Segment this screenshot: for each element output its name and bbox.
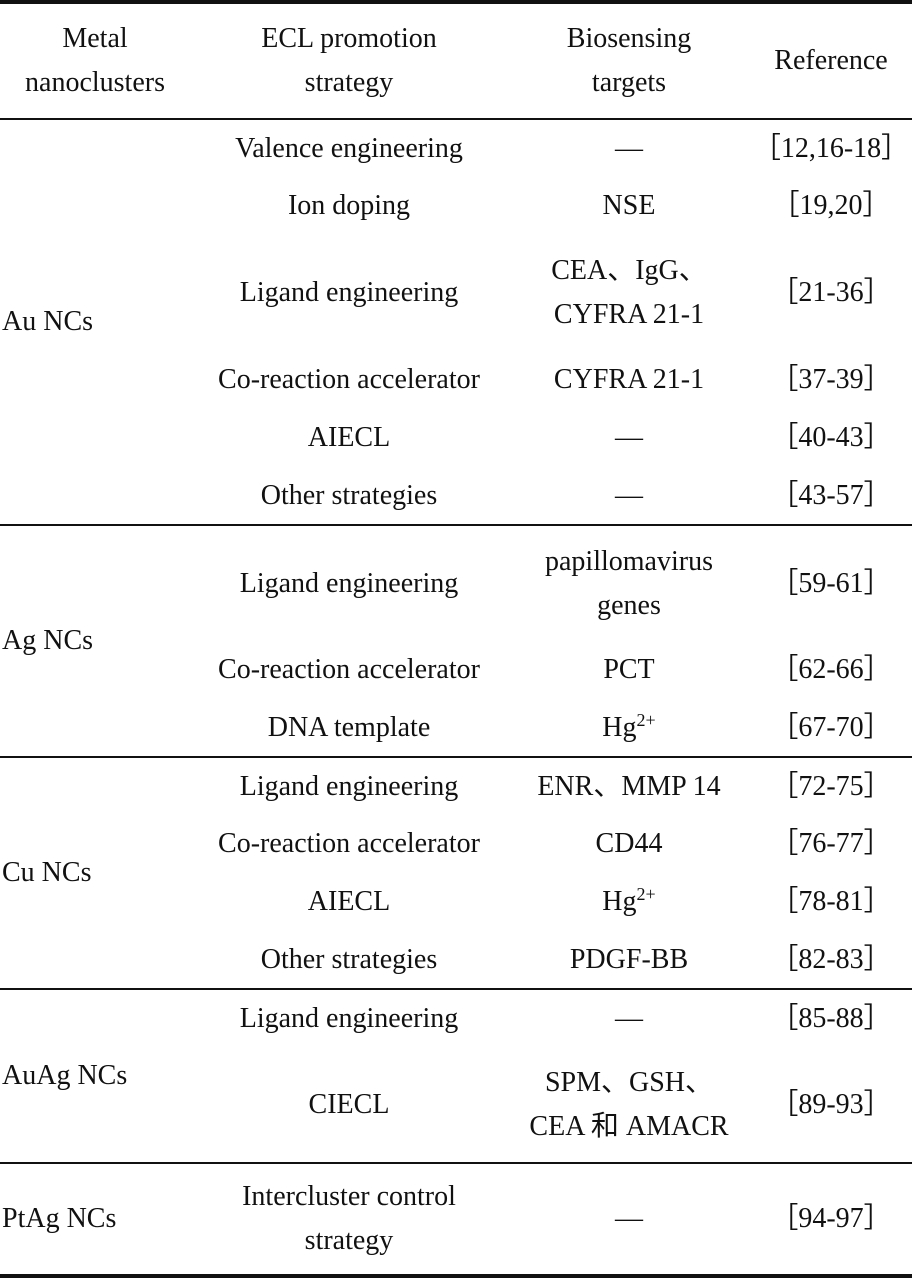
table-row: Ligand engineering CEA、IgG、CYFRA 21-1 ［2… — [0, 235, 912, 351]
target-cell: Hg2+ — [508, 873, 750, 931]
table-row: Co-reaction accelerator PCT ［62-66］ — [0, 641, 912, 699]
reference-cell: ［59-61］ — [770, 567, 892, 599]
reference-cell: ［43-57］ — [770, 479, 892, 511]
table-row: AIECL — ［40-43］ — [0, 409, 912, 467]
target-base: Hg — [602, 711, 637, 743]
target-cell: SPM、GSH、CEA 和 AMACR — [529, 1066, 729, 1142]
table-row: Co-reaction accelerator CYFRA 21-1 ［37-3… — [0, 351, 912, 409]
metal-au: Au NCs — [2, 306, 94, 337]
target-cell: — — [615, 422, 643, 453]
table-row: Other strategies PDGF-BB ［82-83］ — [0, 931, 912, 989]
reference-cell: ［94-97］ — [770, 1203, 892, 1234]
strategy-cell: Co-reaction accelerator — [218, 364, 480, 395]
target-cell: Hg2+ — [508, 699, 750, 757]
strategy-cell: DNA template — [267, 711, 431, 743]
reference-cell: ［78-81］ — [770, 886, 892, 917]
strategy-cell: Ligand engineering — [239, 770, 459, 802]
header-metal: Metal nanoclusters — [25, 23, 165, 98]
strategy-cell: Ligand engineering — [239, 277, 459, 308]
target-cell: CYFRA 21-1 — [553, 364, 705, 395]
target-cell: papillomavirus genes — [545, 545, 713, 621]
table-header-row: Metal nanoclusters ECL promotion strateg… — [0, 2, 912, 119]
reference-cell: ［62-66］ — [770, 654, 892, 685]
strategy-cell: Other strategies — [260, 943, 438, 975]
table-row: Ag NCs Ligand engineering papillomavirus… — [0, 525, 912, 656]
target-cell: ENR、MMP 14 — [537, 770, 721, 802]
strategy-cell: Ligand engineering — [239, 1002, 459, 1034]
reference-cell: ［85-88］ — [770, 1002, 892, 1034]
strategy-cell: Co-reaction accelerator — [218, 828, 480, 859]
target-superscript: 2+ — [636, 709, 656, 730]
metal-cu: Cu NCs — [2, 857, 92, 888]
table-row: AuAg NCs Ligand engineering — ［85-88］ — [0, 989, 912, 1091]
header-targets: Biosensing targets — [566, 23, 692, 98]
target-base: Hg — [602, 886, 637, 917]
strategy-cell: Other strategies — [260, 479, 438, 511]
table-row: Cu NCs Ligand engineering ENR、MMP 14 ［72… — [0, 757, 912, 888]
reference-cell: ［37-39］ — [770, 364, 892, 395]
metal-ptag: PtAg NCs — [2, 1203, 117, 1234]
table-row: PtAg NCs Intercluster control strategy —… — [0, 1163, 912, 1276]
reference-cell: ［40-43］ — [770, 422, 892, 453]
metal-ag: Ag NCs — [2, 625, 94, 656]
target-cell: CD44 — [595, 828, 663, 859]
strategy-cell: Ion doping — [287, 190, 411, 221]
header-reference: Reference — [774, 45, 888, 76]
target-cell: — — [615, 132, 643, 164]
strategy-cell: Valence engineering — [235, 132, 463, 164]
strategy-cell: AIECL — [307, 422, 391, 453]
header-strategy: ECL promotion strategy — [261, 23, 437, 98]
reference-cell: ［19,20］ — [771, 190, 891, 221]
reference-cell: ［89-93］ — [770, 1088, 892, 1120]
reference-cell: ［21-36］ — [770, 277, 892, 308]
table-row: Au NCs Valence engineering — ［12,16-18］ — [0, 119, 912, 338]
target-cell: — — [615, 1002, 643, 1034]
target-superscript: 2+ — [636, 884, 656, 904]
reference-cell: ［72-75］ — [770, 770, 892, 802]
target-cell: — — [615, 1203, 643, 1234]
table-row: Other strategies — ［43-57］ — [0, 467, 912, 525]
table-row: Co-reaction accelerator CD44 ［76-77］ — [0, 815, 912, 873]
strategy-cell: AIECL — [307, 886, 391, 917]
table-row: DNA template Hg2+ ［67-70］ — [0, 699, 912, 757]
target-cell: NSE — [602, 190, 656, 221]
table-row: CIECL SPM、GSH、CEA 和 AMACR ［89-93］ — [0, 1047, 912, 1163]
strategy-cell: Intercluster control strategy — [242, 1181, 456, 1256]
target-cell: PCT — [603, 654, 655, 685]
strategy-cell: Ligand engineering — [239, 567, 459, 599]
strategy-cell: Co-reaction accelerator — [218, 654, 480, 685]
reference-cell: ［76-77］ — [770, 828, 892, 859]
target-cell: — — [615, 479, 643, 511]
table-row: Ion doping NSE ［19,20］ — [0, 177, 912, 235]
reference-cell: ［12,16-18］ — [752, 132, 910, 164]
target-cell: CEA、IgG、CYFRA 21-1 — [551, 255, 707, 330]
metal-auag: AuAg NCs — [2, 1060, 128, 1091]
strategy-cell: CIECL — [308, 1088, 390, 1120]
reference-cell: ［82-83］ — [770, 943, 892, 975]
target-cell: PDGF-BB — [569, 943, 689, 975]
reference-cell: ［67-70］ — [770, 711, 892, 743]
table-row: AIECL Hg2+ ［78-81］ — [0, 873, 912, 931]
